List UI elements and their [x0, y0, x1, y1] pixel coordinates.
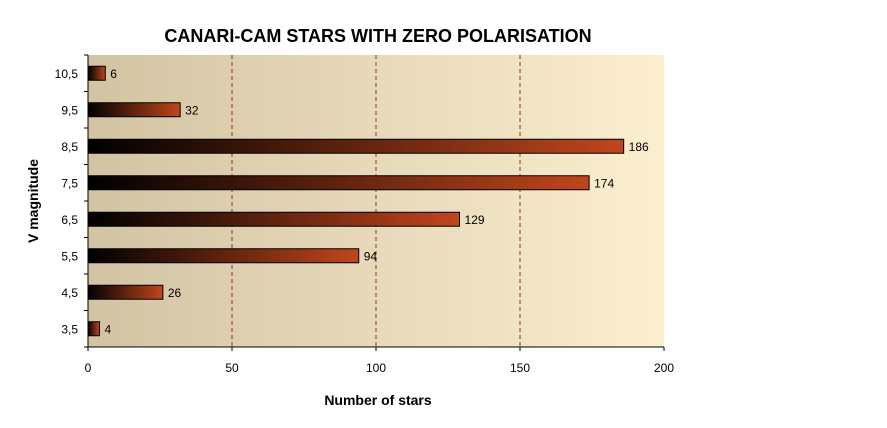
x-axis-label: Number of stars [324, 392, 432, 408]
y-tick-label: 4,5 [61, 286, 78, 300]
x-tick-label: 50 [225, 361, 239, 375]
bar-value-label: 6 [110, 67, 117, 81]
bar [87, 138, 625, 154]
bar-value-label: 94 [364, 249, 378, 263]
bar-value-label: 32 [185, 103, 199, 117]
bar [87, 65, 106, 81]
bar-value-label: 26 [168, 286, 182, 300]
x-tick-label: 0 [85, 361, 92, 375]
y-tick-label: 5,5 [61, 249, 78, 263]
plot-area [88, 55, 664, 347]
bar [87, 175, 590, 191]
bar-value-label: 129 [465, 213, 485, 227]
bar [87, 248, 360, 264]
x-tick-label: 150 [510, 361, 530, 375]
y-tick-label: 10,5 [55, 67, 79, 81]
y-tick-label: 7,5 [61, 176, 78, 190]
data-labels: 4 26 94 129 174 186 32 6 [105, 67, 650, 337]
bar-value-label: 4 [105, 322, 112, 336]
x-tick-label: 100 [366, 361, 386, 375]
bar [87, 211, 461, 227]
x-axis-ticks: 0 50 100 150 200 [85, 347, 674, 375]
bar-value-label: 174 [594, 176, 614, 190]
y-tick-label: 9,5 [61, 103, 78, 117]
bar [87, 321, 101, 337]
y-axis-ticks: 3,5 4,5 5,5 6,5 7,5 8,5 9,5 10,5 [55, 54, 88, 348]
y-tick-label: 6,5 [61, 213, 78, 227]
bar [87, 102, 181, 118]
bar-value-label: 186 [629, 140, 649, 154]
bar [87, 284, 164, 300]
chart-title: CANARI-CAM STARS WITH ZERO POLARISATION [164, 26, 591, 46]
x-tick-label: 200 [654, 361, 674, 375]
y-axis-label: V magnitude [25, 159, 41, 243]
y-tick-label: 3,5 [61, 322, 78, 336]
y-tick-label: 8,5 [61, 140, 78, 154]
